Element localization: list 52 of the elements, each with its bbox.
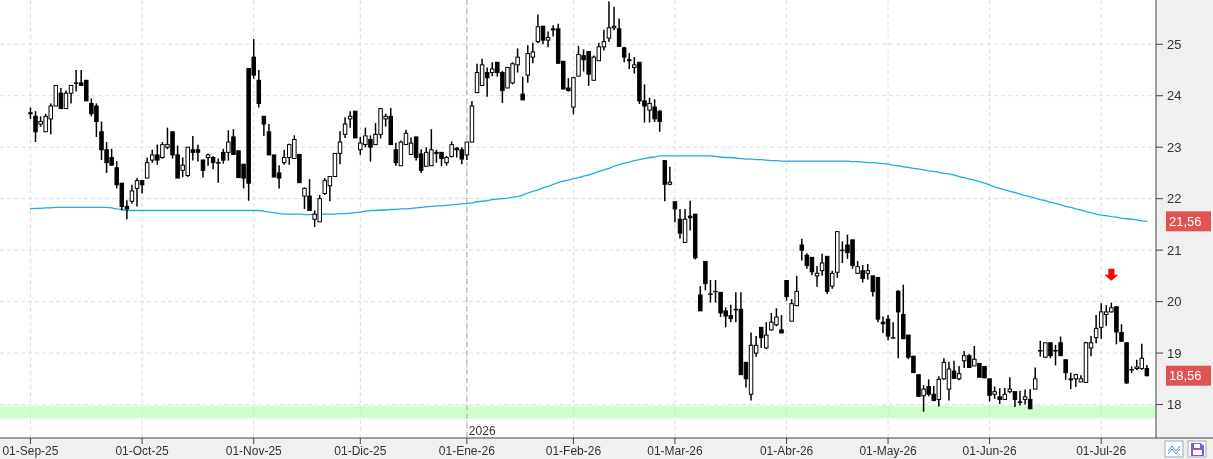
y-tick-label: 24 bbox=[1167, 88, 1182, 104]
candlestick bbox=[672, 201, 678, 224]
x-tick-label: 01-May-26 bbox=[859, 444, 918, 458]
candlestick bbox=[784, 279, 789, 302]
y-tick-label: 19 bbox=[1167, 345, 1182, 361]
candlestick bbox=[1032, 366, 1038, 390]
x-tick-label: 01-Sep-25 bbox=[2, 444, 59, 458]
x-tick-label: 01-Mar-26 bbox=[647, 444, 703, 458]
candlestick bbox=[545, 30, 551, 49]
x-tick-label: 01-Feb-26 bbox=[545, 444, 602, 458]
candlestick bbox=[616, 17, 622, 48]
y-tick-label: 18 bbox=[1167, 397, 1182, 413]
candlestick bbox=[1017, 389, 1023, 407]
candlestick bbox=[814, 265, 820, 288]
candlestick bbox=[393, 142, 399, 167]
candlestick bbox=[129, 184, 135, 205]
line-series bbox=[29, 155, 1148, 222]
candlestick bbox=[261, 115, 267, 137]
candlestick bbox=[520, 75, 525, 101]
candlestick bbox=[799, 238, 805, 262]
x-tick-label: 01-Abr-26 bbox=[759, 444, 814, 458]
candlestick bbox=[342, 116, 348, 139]
candlestick bbox=[68, 84, 74, 105]
candlestick bbox=[256, 69, 262, 109]
candlestick bbox=[200, 158, 206, 179]
candlestick bbox=[708, 279, 713, 304]
candlestick bbox=[885, 314, 891, 341]
candlestick bbox=[895, 289, 901, 359]
x-tick-label: 01-Oct-25 bbox=[115, 444, 170, 458]
y-tick-label: 23 bbox=[1167, 139, 1182, 155]
candlestick bbox=[1063, 359, 1068, 381]
text: 18,56 bbox=[1169, 368, 1202, 384]
y-tick-label: 25 bbox=[1167, 36, 1182, 52]
ref-line-label: 2026 bbox=[468, 424, 496, 438]
y-tick-label: 21 bbox=[1167, 242, 1182, 258]
candlestick bbox=[535, 13, 541, 44]
text: 21,56 bbox=[1169, 213, 1202, 229]
candlestick bbox=[677, 208, 683, 240]
x-tick-label: 01-Dic-25 bbox=[334, 444, 387, 458]
y-tick-label: 22 bbox=[1167, 191, 1182, 207]
candlestick bbox=[134, 177, 140, 208]
x-tick-label: 01-Jul-26 bbox=[1076, 444, 1127, 458]
candlestick bbox=[703, 260, 708, 292]
x-tick-label: 01-Nov-25 bbox=[225, 444, 283, 458]
candlestick bbox=[215, 157, 221, 184]
candlestick bbox=[662, 159, 668, 202]
x-tick-label: 01-Ene-26 bbox=[438, 444, 496, 458]
candlestick bbox=[525, 44, 531, 84]
y-tick-label: 20 bbox=[1167, 294, 1182, 310]
candlestick bbox=[698, 285, 703, 312]
x-tick-label: 01-Jun-26 bbox=[962, 444, 1017, 458]
candlestick bbox=[779, 314, 784, 334]
